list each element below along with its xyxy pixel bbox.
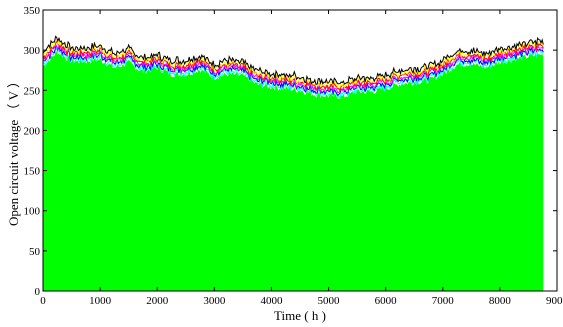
x-tick-label: 7000 xyxy=(432,295,455,307)
x-axis-label: Time ( h ) xyxy=(274,308,326,323)
voltage-band-6 xyxy=(42,35,544,86)
y-tick-label: 300 xyxy=(24,45,41,57)
x-tick-label: 4000 xyxy=(260,295,283,307)
x-tick-label: 0 xyxy=(40,295,46,307)
y-tick-label: 0 xyxy=(35,286,41,298)
plot-fill-layer xyxy=(43,51,544,291)
x-tick-label: 2000 xyxy=(146,295,169,307)
y-tick-label: 100 xyxy=(24,206,41,218)
plot-bands-layer xyxy=(42,35,544,99)
y-axis: 0 50 100 150 200 250 300 350 xyxy=(24,5,557,298)
x-tick-label: 8000 xyxy=(489,295,512,307)
plot-frame xyxy=(42,9,558,292)
x-tick-label: 1000 xyxy=(89,295,112,307)
y-tick-label: 250 xyxy=(24,85,41,97)
y-tick-label: 350 xyxy=(24,5,41,17)
y-tick-label: 50 xyxy=(29,246,41,258)
x-tick-label: 3000 xyxy=(203,295,226,307)
y-axis-label: Open circuit voltage （ V ） xyxy=(6,75,21,226)
x-tick-label: 6000 xyxy=(375,295,398,307)
voltage-area xyxy=(43,51,544,291)
x-tick-label: 5000 xyxy=(318,295,341,307)
y-tick-label: 200 xyxy=(24,125,41,137)
y-tick-label: 150 xyxy=(24,166,41,178)
